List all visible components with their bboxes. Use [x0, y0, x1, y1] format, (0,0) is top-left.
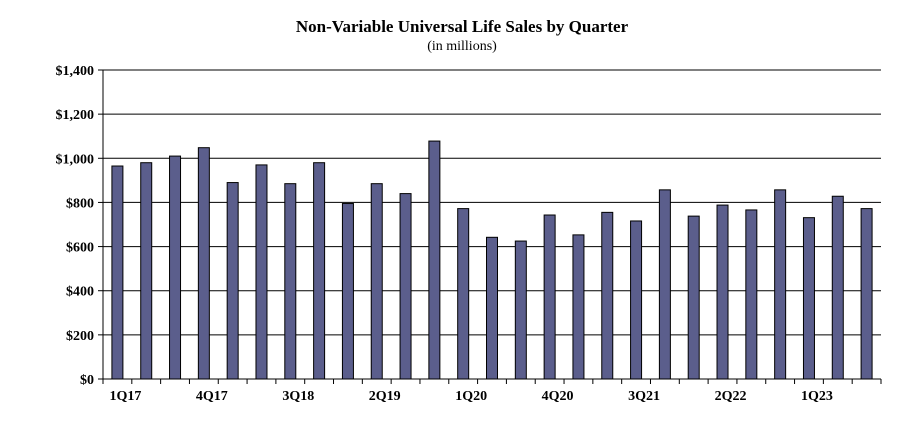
x-tick-label: 1Q23: [801, 389, 833, 404]
y-tick-label: $600: [66, 241, 94, 256]
bar: [140, 162, 153, 380]
bar: [370, 183, 383, 380]
bar: [601, 211, 614, 380]
bar: [169, 155, 182, 380]
x-tick-label: 1Q20: [455, 389, 487, 404]
bar: [197, 147, 210, 380]
y-tick-label: $400: [66, 285, 94, 300]
bar: [802, 217, 815, 380]
bar: [572, 234, 585, 380]
x-tick-label: 3Q21: [628, 389, 660, 404]
bar: [284, 183, 297, 380]
bar: [428, 140, 441, 380]
bar: [687, 215, 700, 380]
bar: [255, 164, 268, 380]
y-tick-label: $1,400: [56, 64, 95, 79]
chart-subtitle: (in millions): [427, 39, 497, 54]
y-tick-label: $200: [66, 329, 94, 344]
bar: [774, 189, 787, 380]
bar: [486, 236, 498, 380]
bar: [630, 220, 643, 380]
bar: [543, 214, 556, 380]
x-tick-label: 3Q18: [282, 389, 314, 404]
bar: [111, 165, 124, 380]
bar: [716, 204, 729, 380]
x-tick-label: 2Q22: [715, 389, 747, 404]
y-tick-label: $1,000: [56, 152, 95, 167]
y-tick-label: $1,200: [56, 108, 95, 123]
bar: [226, 182, 239, 380]
bar: [341, 203, 354, 380]
bar: [457, 208, 470, 380]
x-tick-label: 4Q20: [542, 389, 574, 404]
x-tick-label: 2Q19: [369, 389, 401, 404]
bar: [658, 189, 671, 380]
x-tick-label: 4Q17: [196, 389, 228, 404]
y-tick-label: $0: [80, 373, 94, 388]
bar: [745, 209, 758, 380]
chart-title: Non-Variable Universal Life Sales by Qua…: [295, 17, 629, 36]
bar: [313, 162, 326, 380]
bar: [860, 208, 873, 380]
bar: [514, 240, 527, 380]
bar: [399, 193, 412, 380]
bar: [831, 195, 844, 380]
y-tick-label: $800: [66, 196, 94, 211]
x-tick-label: 1Q17: [109, 389, 141, 404]
